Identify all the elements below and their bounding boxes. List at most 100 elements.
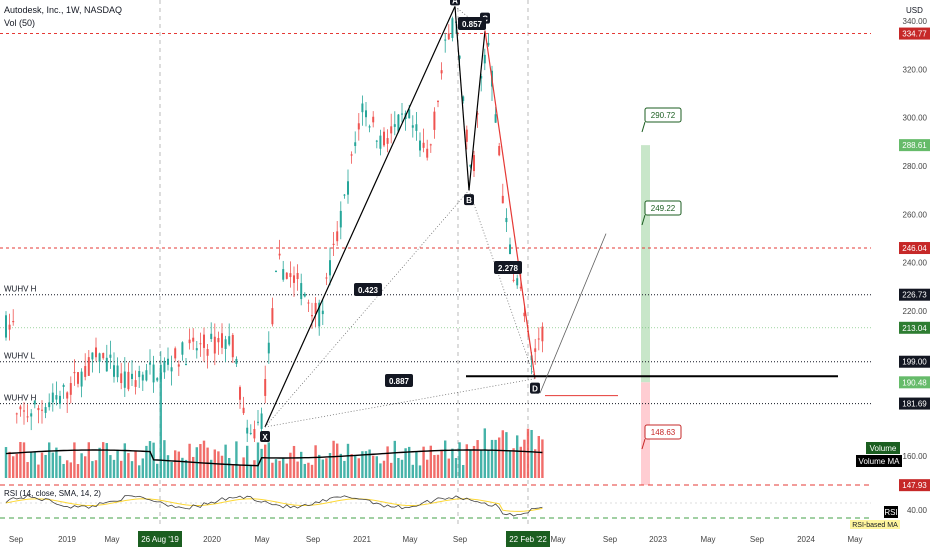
rsi-indicator-title: RSI (14, close, SMA, 14, 2) [4, 489, 101, 498]
volume-bar [94, 460, 98, 478]
volume-bar [516, 435, 519, 478]
candle-body [123, 371, 126, 388]
target-callout-box [644, 200, 682, 216]
volume-bar [375, 456, 378, 478]
volume-bar [321, 459, 324, 478]
candle-body [66, 392, 69, 399]
volume-bar [274, 459, 278, 478]
volume-bar [285, 463, 288, 478]
volume-bar [69, 462, 72, 478]
volume-ma-legend-label: Volume MA [859, 457, 901, 466]
volume-bar [4, 447, 8, 478]
volume-bar [260, 448, 263, 478]
volume-bar [490, 439, 494, 478]
candle-body [51, 392, 54, 403]
rsi-ma-line [5, 498, 543, 512]
pattern-point-label: D [532, 385, 538, 394]
volume-bar [22, 442, 26, 478]
candle-body [350, 154, 353, 156]
price-tag-label: 147.93 [902, 481, 927, 490]
candle-body [516, 278, 519, 286]
candle-body [91, 352, 94, 360]
price-tag-label: 190.48 [902, 378, 927, 387]
candle-body [127, 371, 130, 390]
volume-indicator-title: Vol (50) [4, 18, 36, 28]
candle-body [307, 302, 310, 304]
candle-body [415, 124, 418, 131]
candle-body [23, 410, 25, 412]
volume-bar [19, 441, 22, 478]
volume-legend-badge [866, 442, 900, 454]
volume-bar [76, 464, 80, 478]
volume-bar [519, 446, 522, 478]
rsi-axis-tick: 40.00 [907, 506, 928, 515]
volume-bar [292, 445, 296, 478]
volume-bar [418, 465, 422, 478]
time-axis-tick: May [104, 535, 119, 544]
volume-bar [447, 458, 450, 478]
candle-body [498, 145, 501, 156]
price-tag-label: 199.00 [902, 358, 927, 367]
price-axis-tick: 220.00 [903, 307, 928, 316]
pattern-point-label: A [452, 0, 458, 5]
candle-body [480, 75, 483, 79]
target-callout-pointer [641, 438, 646, 450]
volume-bar [379, 463, 382, 478]
candle-body [141, 374, 144, 381]
candle-body [325, 277, 328, 279]
volume-bar [26, 462, 29, 478]
volume-bar [404, 448, 407, 478]
volume-bar [476, 440, 479, 478]
price-axis-tick: 300.00 [903, 114, 928, 123]
candle-body [512, 279, 515, 281]
candle-body [386, 138, 389, 144]
candle-body [390, 126, 393, 134]
candle-body [411, 125, 414, 128]
candle-body [289, 273, 292, 278]
candle-body [509, 244, 511, 255]
volume-bar [246, 445, 249, 478]
candle-body [15, 413, 18, 415]
price-tag-label: 213.04 [902, 324, 927, 333]
volume-bar [440, 449, 443, 478]
volume-bar [271, 462, 274, 478]
candle-body [41, 409, 43, 411]
volume-bar [181, 457, 184, 478]
volume-bar [166, 455, 170, 478]
pattern-point-label: X [262, 433, 268, 442]
candle-body [293, 275, 295, 283]
candle-body [347, 181, 349, 195]
candle-body [264, 379, 267, 396]
profit-zone [641, 145, 650, 383]
candle-body [224, 339, 227, 349]
candle-body [285, 272, 288, 279]
volume-bar [138, 465, 141, 478]
time-axis-highlight-label: 22 Feb '22 [509, 535, 547, 544]
price-tag-label: 334.77 [902, 30, 927, 39]
time-axis-tick: May [550, 535, 565, 544]
pattern-ratio-line [264, 378, 536, 428]
price-axis-tick: 340.00 [903, 17, 928, 26]
volume-bar [66, 460, 69, 478]
candle-body [73, 372, 76, 374]
level-label: WUHV L [4, 352, 36, 361]
candle-body [332, 243, 335, 245]
candle-body [257, 421, 259, 423]
candle-body [318, 302, 321, 327]
candle-body [149, 362, 151, 365]
candle-body [458, 55, 461, 59]
rsi-legend-badge [884, 506, 898, 518]
volume-bar [336, 443, 339, 478]
volume-bar [390, 462, 393, 478]
volume-bar [494, 439, 497, 478]
candle-body [217, 337, 220, 343]
volume-bar [436, 454, 440, 478]
price-tag-label: 288.61 [902, 141, 927, 150]
volume-bar [541, 439, 544, 478]
pattern-leg [454, 6, 470, 191]
candle-body [192, 337, 195, 342]
volume-bar [62, 463, 65, 478]
candle-body [365, 110, 367, 118]
candle-body [105, 357, 108, 372]
